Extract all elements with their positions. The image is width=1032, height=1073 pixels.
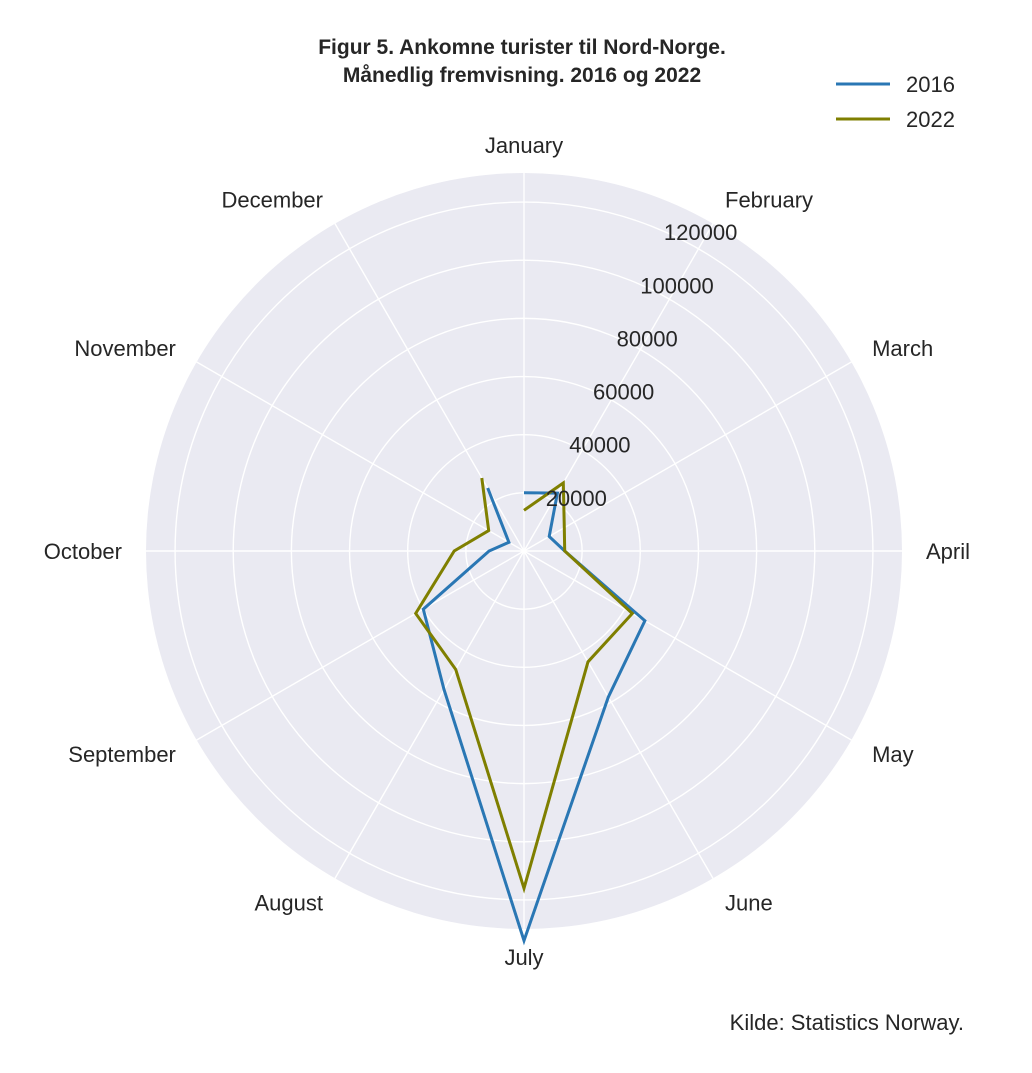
spoke-november	[196, 361, 525, 552]
month-label-may: May	[872, 742, 914, 767]
month-label-september: September	[68, 742, 176, 767]
spoke-may	[523, 550, 852, 741]
legend-label-2016: 2016	[906, 72, 955, 97]
radial-tick-label-1: 40000	[569, 433, 630, 458]
spoke-september	[196, 550, 525, 741]
series-line-2022	[413, 477, 635, 894]
month-label-july: July	[504, 945, 543, 970]
legend-label-2022: 2022	[906, 107, 955, 132]
spoke-august	[334, 550, 525, 879]
month-label-november: November	[74, 336, 175, 361]
chart-title-line1: Figur 5. Ankomne turister til Nord-Norge…	[318, 36, 726, 59]
source-note: Kilde: Statistics Norway.	[729, 1010, 964, 1035]
radial-tick-label-2: 60000	[593, 380, 654, 405]
month-label-january: January	[485, 133, 563, 158]
series-group	[413, 477, 647, 946]
spoke-june	[523, 550, 714, 879]
month-label-december: December	[222, 187, 323, 212]
month-labels: January February March April May June July Augu…	[44, 133, 970, 970]
radial-tick-label-0: 20000	[546, 486, 607, 511]
month-label-february: February	[725, 187, 813, 212]
month-label-august: August	[255, 891, 324, 916]
radial-tick-labels: 20000 40000 60000 80000 100000 120000	[546, 220, 738, 511]
radial-tick-label-3: 80000	[617, 327, 678, 352]
month-label-october: October	[44, 539, 122, 564]
month-label-june: June	[725, 891, 773, 916]
month-label-april: April	[926, 539, 970, 564]
legend: 2016 2022	[836, 72, 955, 132]
radial-tick-label-4: 100000	[640, 273, 713, 298]
radial-tick-label-5: 120000	[664, 220, 737, 245]
month-label-march: March	[872, 336, 933, 361]
spoke-march	[523, 361, 852, 552]
grid	[146, 173, 902, 929]
chart-title-line2: Månedlig fremvisning. 2016 og 2022	[343, 64, 701, 87]
series-line-2016	[421, 487, 647, 946]
